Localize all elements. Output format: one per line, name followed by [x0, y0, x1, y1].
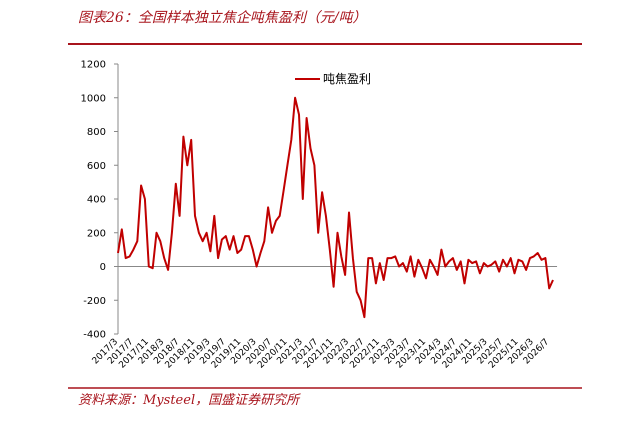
y-tick-label: 400 — [87, 195, 106, 206]
line — [117, 96, 554, 319]
legend-label: 吨焦盈利 — [323, 72, 371, 86]
y-tick-label: 1200 — [81, 60, 106, 71]
y-tick-label: 600 — [87, 161, 106, 172]
y-tick-label: 0 — [100, 262, 106, 273]
y-tick-label: 800 — [87, 127, 106, 138]
y-tick-label: -200 — [83, 296, 106, 307]
y-tick-label: -400 — [83, 330, 106, 341]
chart-title: 图表26：全国样本独立焦企吨焦盈利（元/吨） — [78, 10, 367, 26]
source: 资料来源：Mysteel，国盛证券研究所 — [78, 392, 301, 408]
y-tick-label: 200 — [87, 228, 106, 239]
y-tick-label: 1000 — [81, 93, 106, 104]
